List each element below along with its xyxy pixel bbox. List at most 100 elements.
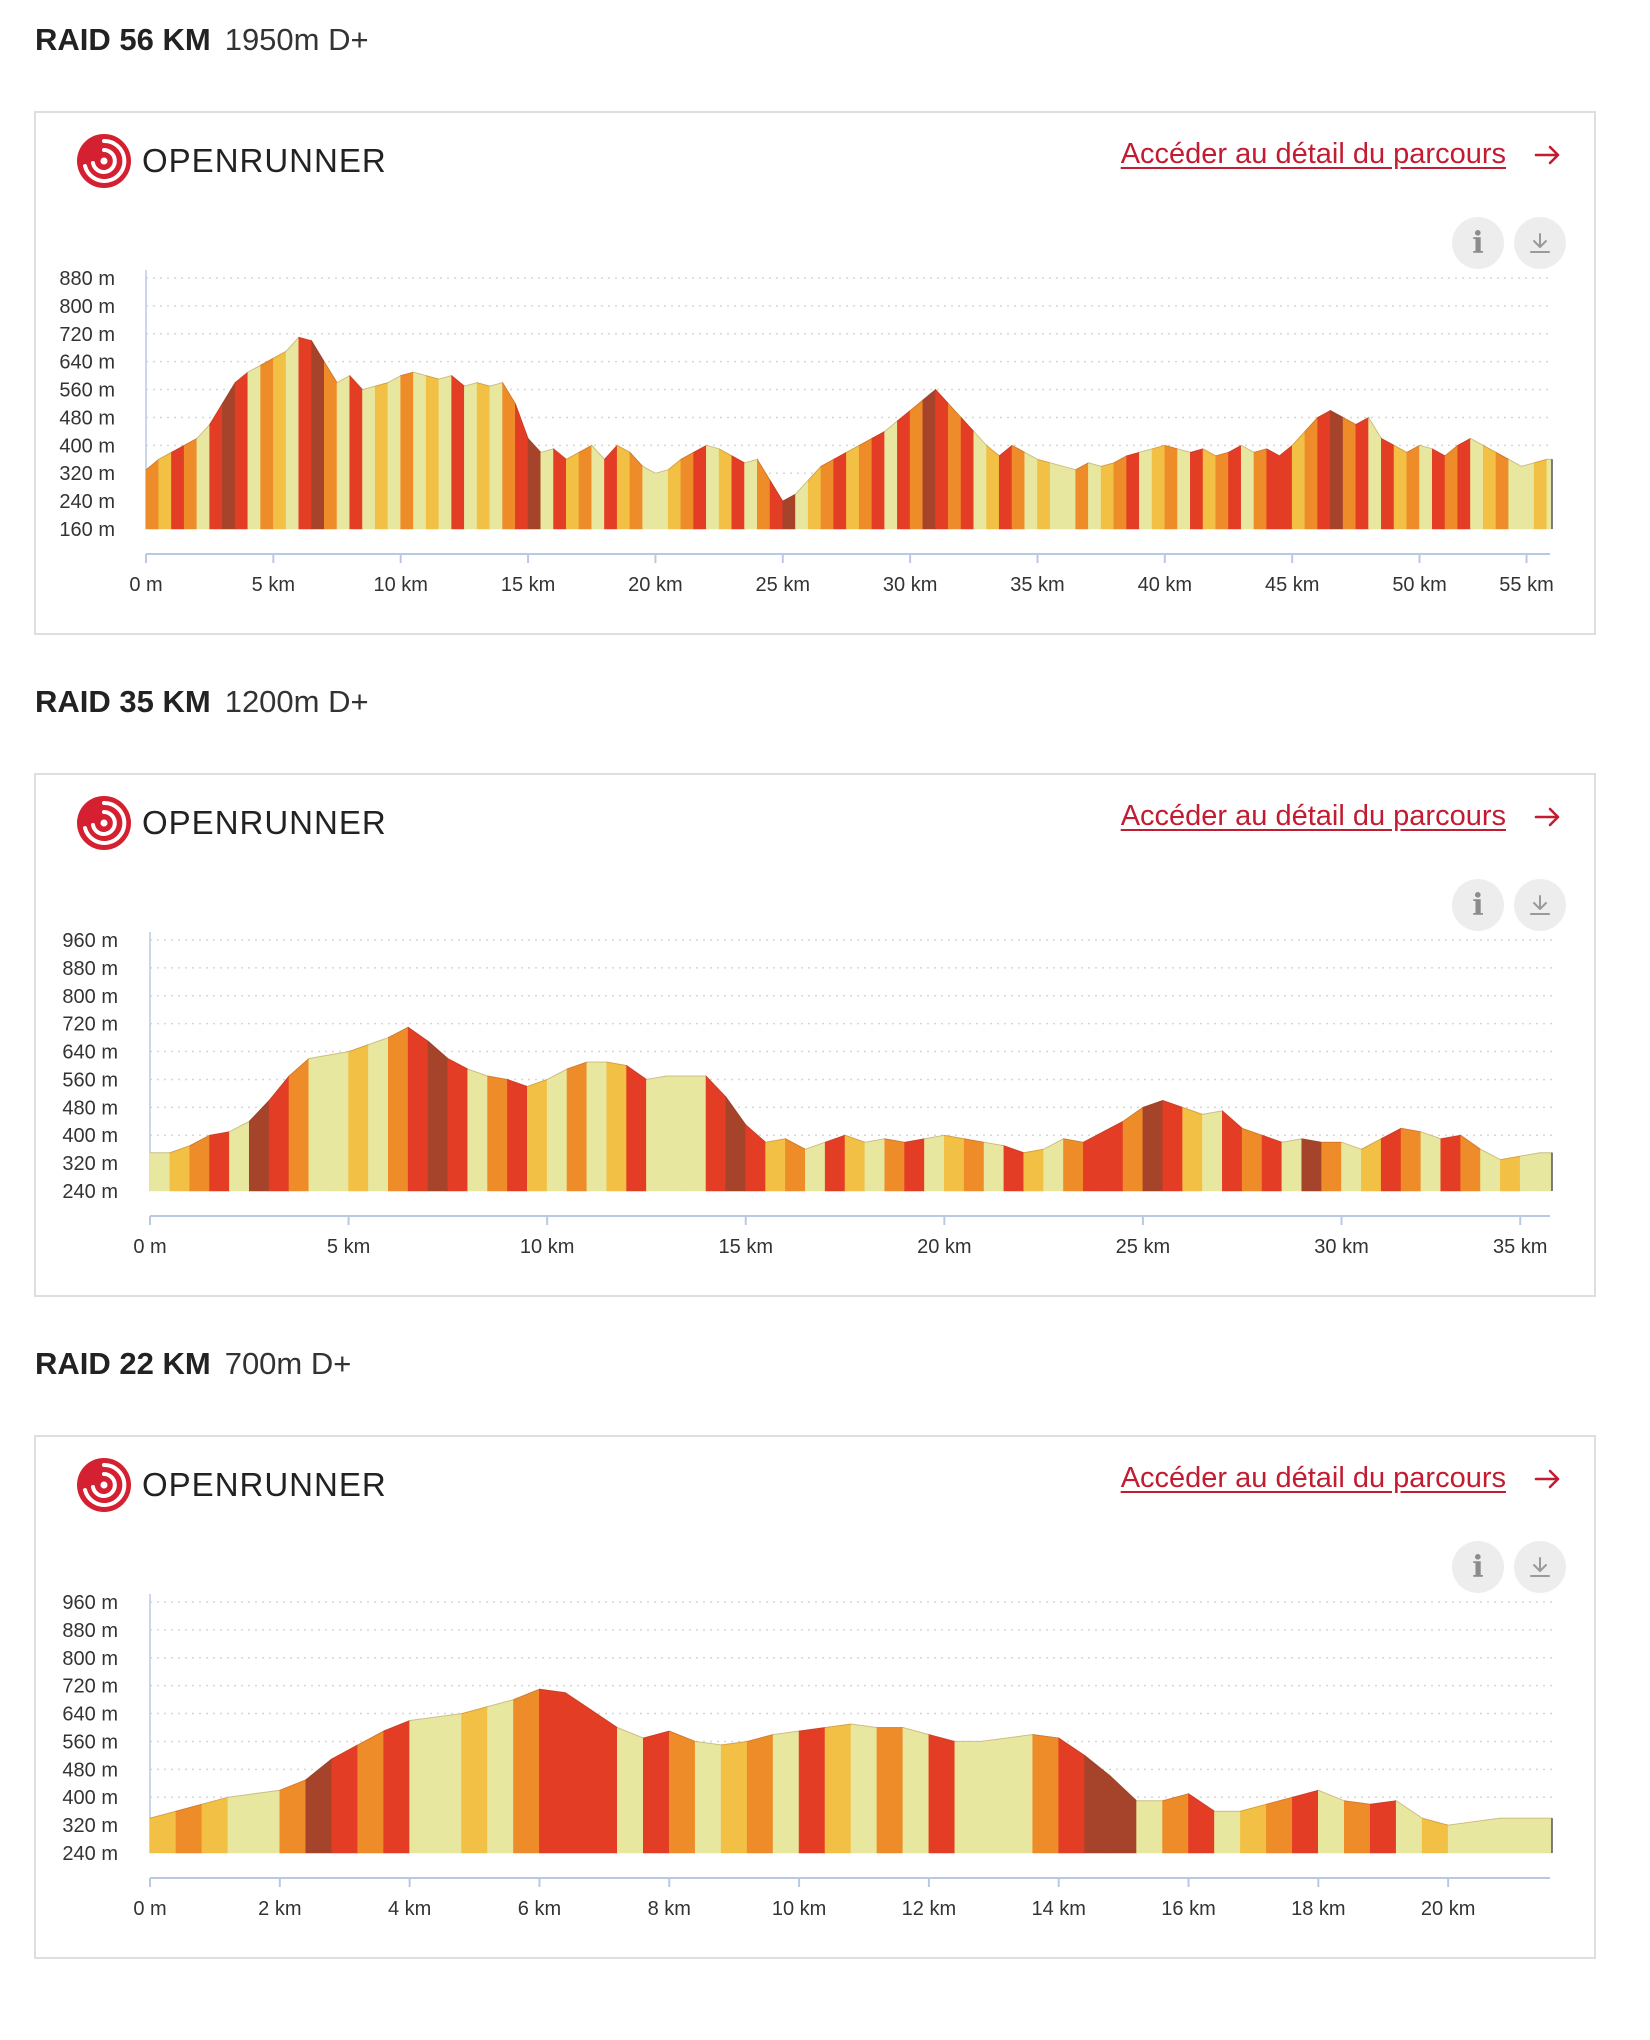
elevation-segment xyxy=(227,1793,255,1854)
elevation-chart: 960 m 880 m 800 m 720 m 640 m 560 m 480 m 400 m… xyxy=(62,930,1553,1258)
elevation-segment xyxy=(720,1741,748,1854)
y-tick-label: 400 m xyxy=(62,1125,118,1147)
openrunner-brand[interactable]: OPENRUNNER xyxy=(76,131,387,191)
elevation-segment xyxy=(693,444,707,530)
elevation-segment xyxy=(1361,1138,1382,1192)
elevation-segment xyxy=(268,1075,290,1192)
elevation-segment xyxy=(1139,448,1153,530)
arrow-right-icon[interactable] xyxy=(1532,801,1564,833)
elevation-segment xyxy=(1003,1145,1025,1192)
download-button[interactable] xyxy=(1514,217,1566,269)
elevation-segment xyxy=(1063,1138,1084,1192)
elevation-segment xyxy=(1024,451,1038,530)
elevation-segment xyxy=(667,458,682,530)
route-detail-link[interactable]: Accéder au détail du parcours xyxy=(1120,1462,1506,1494)
elevation-segment xyxy=(769,479,784,530)
elevation-segment xyxy=(273,350,287,530)
elevation-segment xyxy=(1023,1148,1044,1192)
elevation-segment xyxy=(1062,465,1076,530)
elevation-segment xyxy=(983,1141,1005,1192)
elevation-chart: 880 m 800 m 720 m 640 m 560 m 480 m 400 m 320 m… xyxy=(59,268,1553,596)
y-tick-label: 320 m xyxy=(59,463,115,485)
elevation-segment xyxy=(1301,1138,1322,1192)
elevation-segment xyxy=(944,1134,965,1192)
elevation-segment xyxy=(833,451,847,530)
elevation-segment xyxy=(489,382,503,530)
elevation-segment xyxy=(694,1741,722,1854)
elevation-segment xyxy=(1355,416,1369,530)
elevation-card: OPENRUNNER Accéder au détail du parcours… xyxy=(34,111,1596,635)
elevation-segment xyxy=(171,444,185,530)
elevation-segment xyxy=(1539,1152,1553,1192)
arrow-right-icon[interactable] xyxy=(1532,139,1564,171)
elevation-segment xyxy=(222,381,236,530)
elevation-segment xyxy=(328,1051,349,1192)
info-button[interactable]: i xyxy=(1452,1541,1504,1593)
route-detail-link[interactable]: Accéder au détail du parcours xyxy=(1120,138,1506,170)
elevation-segment xyxy=(646,1075,667,1192)
elevation-segment xyxy=(1317,409,1331,530)
elevation-segment xyxy=(824,1723,852,1854)
elevation-segment xyxy=(617,1727,644,1854)
elevation-segment xyxy=(998,444,1013,530)
download-button[interactable] xyxy=(1514,1541,1566,1593)
elevation-segment xyxy=(922,388,936,530)
elevation-segment xyxy=(1546,458,1553,530)
elevation-segment xyxy=(1162,1099,1183,1192)
elevation-segment xyxy=(279,1779,307,1854)
elevation-segment xyxy=(507,1079,528,1192)
elevation-segment xyxy=(805,1141,826,1192)
elevation-segment xyxy=(731,455,745,530)
elevation-segment xyxy=(1182,1106,1203,1192)
elevation-segment xyxy=(948,402,962,530)
elevation-segment xyxy=(1049,462,1064,530)
elevation-segment xyxy=(1279,444,1293,530)
y-tick-label: 880 m xyxy=(59,268,115,290)
elevation-segment xyxy=(902,1727,930,1854)
elevation-segment xyxy=(387,375,402,530)
x-tick-label: 0 m xyxy=(133,1236,166,1258)
elevation-segment xyxy=(565,451,580,530)
elevation-segment xyxy=(169,1145,191,1192)
info-button[interactable]: i xyxy=(1452,879,1504,931)
openrunner-brand[interactable]: OPENRUNNER xyxy=(76,1455,387,1515)
elevation-segment xyxy=(1037,458,1051,530)
elevation-segment xyxy=(820,458,835,530)
elevation-segment xyxy=(1202,1110,1223,1192)
elevation-segment xyxy=(1395,1800,1423,1854)
x-tick-label: 20 km xyxy=(917,1236,971,1258)
info-button[interactable]: i xyxy=(1452,217,1504,269)
elevation-segment xyxy=(311,339,325,530)
elevation-segment xyxy=(1032,1734,1060,1854)
x-tick-label: 4 km xyxy=(388,1898,431,1920)
elevation-segment xyxy=(553,448,567,530)
download-button[interactable] xyxy=(1514,879,1566,931)
y-tick-label: 480 m xyxy=(59,407,115,429)
elevation-segment xyxy=(1421,1817,1449,1854)
elevation-segment xyxy=(884,420,898,530)
elevation-segment xyxy=(1142,1099,1164,1192)
elevation-segment xyxy=(248,1099,270,1192)
elevation-segment xyxy=(864,1138,886,1192)
route-detail-link[interactable]: Accéder au détail du parcours xyxy=(1120,800,1506,832)
elevation-segment xyxy=(229,1120,250,1192)
elevation-segment xyxy=(1122,1106,1144,1192)
elevation-segment xyxy=(980,1737,1008,1854)
y-tick-label: 800 m xyxy=(59,296,115,318)
arrow-right-icon[interactable] xyxy=(1532,1463,1564,1495)
x-tick-label: 12 km xyxy=(902,1898,956,1920)
x-tick-label: 10 km xyxy=(373,574,427,596)
elevation-segment xyxy=(746,1734,774,1854)
elevation-segment xyxy=(1011,444,1026,530)
elevation-segment xyxy=(357,1730,384,1854)
openrunner-brand[interactable]: OPENRUNNER xyxy=(76,793,387,853)
info-icon: i xyxy=(1472,887,1484,923)
elevation-chart: 960 m 880 m 800 m 720 m 640 m 560 m 480 m 400 m… xyxy=(62,1592,1553,1920)
elevation-segment xyxy=(260,357,274,530)
elevation-segment xyxy=(1164,444,1178,530)
elevation-segment xyxy=(435,1713,462,1854)
elevation-segment xyxy=(1533,458,1548,530)
elevation-segment xyxy=(1136,1800,1163,1854)
race-title: RAID 35 KM 1200m D+ xyxy=(35,684,369,720)
elevation-segment xyxy=(642,1730,670,1854)
